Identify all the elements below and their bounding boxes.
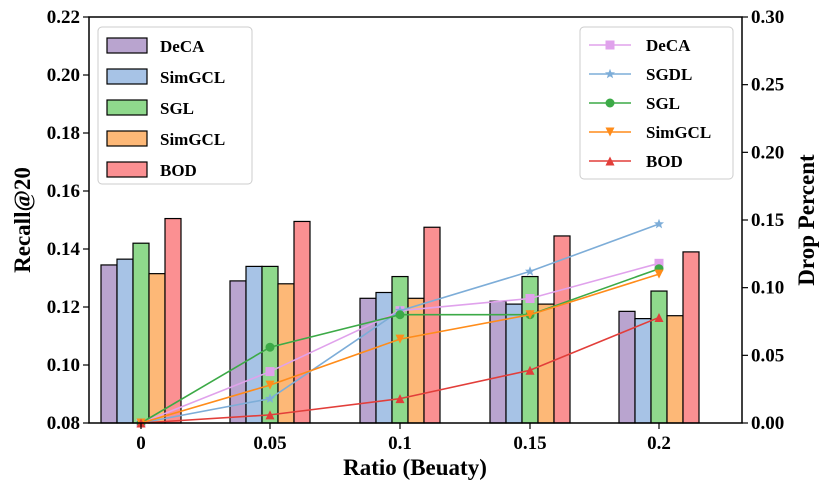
- bar-simgcl-0.1: [407, 297, 425, 424]
- legend-line-label-simgcl: SimGCL: [646, 123, 711, 142]
- point-bod-0.2: [654, 312, 664, 322]
- y-tick-label-left: 0.14: [47, 239, 81, 260]
- legend-line-label-deca: DeCA: [646, 36, 691, 55]
- axes-layer: 0 0.05 0.1 0.15 0.2 0.08 0.10 0.12 0.14 0.16 0.18 0…: [47, 7, 785, 454]
- point-sgdl-0.05: [264, 393, 276, 403]
- legend-lines-frame: [579, 26, 734, 180]
- y-tick-label-left: 0.08: [47, 413, 80, 434]
- bar-layer: [100, 217, 700, 424]
- point-sgdl-0.1: [394, 305, 406, 315]
- legend-line-label-sgdl: SGDL: [646, 65, 692, 84]
- bar-simgcl-0.05: [245, 265, 263, 424]
- bar-simgcl-0.1: [375, 291, 393, 424]
- point-simgcl-0.05: [265, 380, 275, 390]
- y-tick-label-right: 0.25: [751, 75, 784, 96]
- bar-simgcl-0.15: [505, 303, 523, 424]
- legend-line-label-sgl: SGL: [646, 94, 680, 113]
- legend-swatch-sgl: [106, 99, 148, 116]
- legend-marker-deca: [605, 40, 615, 50]
- bar-deca-0: [100, 264, 118, 424]
- point-simgcl-0.2: [654, 269, 664, 279]
- legend-marker-sgdl: [604, 68, 616, 79]
- legend-marker-sgl: [605, 98, 615, 108]
- point-simgcl-0.1: [395, 334, 405, 344]
- bar-bod-0.05: [293, 220, 311, 424]
- x-tick-label: 0: [136, 433, 146, 454]
- x-tick-label: 0.05: [253, 433, 286, 454]
- bar-simgcl-0: [148, 273, 166, 424]
- bar-bod-0.15: [553, 235, 571, 424]
- y-tick-label-left: 0.16: [47, 181, 80, 202]
- legend-label-deca: DeCA: [160, 37, 205, 56]
- bar-bod-0: [164, 217, 182, 424]
- bar-simgcl-0.2: [634, 318, 652, 424]
- point-simgcl-0.15: [525, 310, 535, 320]
- legend-bars: DeCA SimGCL SGL SimGCL BOD: [97, 26, 253, 185]
- y-axis-label-left: Recall@20: [10, 167, 36, 273]
- y-axis-label-right: Drop Percent: [794, 154, 819, 286]
- legend-label-simgcl: SimGCL: [160, 68, 225, 87]
- point-deca-0.05: [265, 367, 275, 377]
- y-tick-label-left: 0.10: [47, 355, 80, 376]
- legend-label-simgcl: SimGCL: [160, 130, 225, 149]
- y-tick-label-right: 0.05: [751, 345, 784, 366]
- y-tick-label-left: 0.12: [47, 297, 80, 318]
- point-bod-0.05: [265, 410, 275, 420]
- y-tick-label-right: 0.20: [751, 142, 784, 163]
- legend-label-bod: BOD: [160, 161, 197, 180]
- bar-bod-0.2: [682, 251, 700, 424]
- point-sgl-0.1: [395, 310, 405, 320]
- y-tick-label-left: 0.22: [47, 7, 80, 28]
- point-deca-0.2: [654, 258, 664, 268]
- bar-simgcl-0.05: [277, 283, 295, 424]
- y-tick-label-left: 0.18: [47, 123, 80, 144]
- point-deca-0.15: [525, 293, 535, 303]
- x-tick-label: 0.15: [513, 433, 546, 454]
- point-sgdl-0.2: [653, 218, 665, 229]
- point-bod-0.1: [395, 394, 405, 404]
- y-tick-label-right: 0.00: [751, 413, 784, 434]
- y-tick-label-right: 0.30: [751, 7, 784, 28]
- legend-label-sgl: SGL: [160, 99, 194, 118]
- bar-deca-0.05: [229, 280, 247, 424]
- x-tick-label: 0.2: [647, 433, 671, 454]
- bar-deca-0.1: [359, 297, 377, 424]
- y-tick-label-right: 0.15: [751, 210, 784, 231]
- x-tick-label: 0.1: [388, 433, 412, 454]
- bar-simgcl-0: [116, 258, 134, 424]
- line-layer: [135, 218, 665, 428]
- point-sgl-0.05: [265, 342, 275, 352]
- legend-marker-simgcl: [605, 127, 615, 137]
- point-sgdl-0.15: [524, 266, 536, 276]
- bar-simgcl-0.2: [666, 315, 684, 424]
- legend-lines: DeCA SGDL SGL SimGCL BOD: [579, 26, 734, 180]
- legend-swatch-simgcl: [106, 130, 148, 147]
- legend-marker-bod: [605, 156, 615, 166]
- x-axis-label: Ratio (Beuaty): [343, 455, 487, 480]
- legend-line-label-bod: BOD: [646, 152, 683, 171]
- legend-swatch-deca: [106, 37, 148, 54]
- y-tick-label-left: 0.20: [47, 65, 80, 86]
- bar-sgl-0: [132, 242, 150, 424]
- bar-sgl-0.2: [650, 290, 668, 424]
- legend-swatch-bod: [106, 161, 148, 178]
- y-tick-label-right: 0.10: [751, 278, 784, 299]
- point-bod-0.15: [525, 365, 535, 375]
- legend-swatch-simgcl: [106, 68, 148, 85]
